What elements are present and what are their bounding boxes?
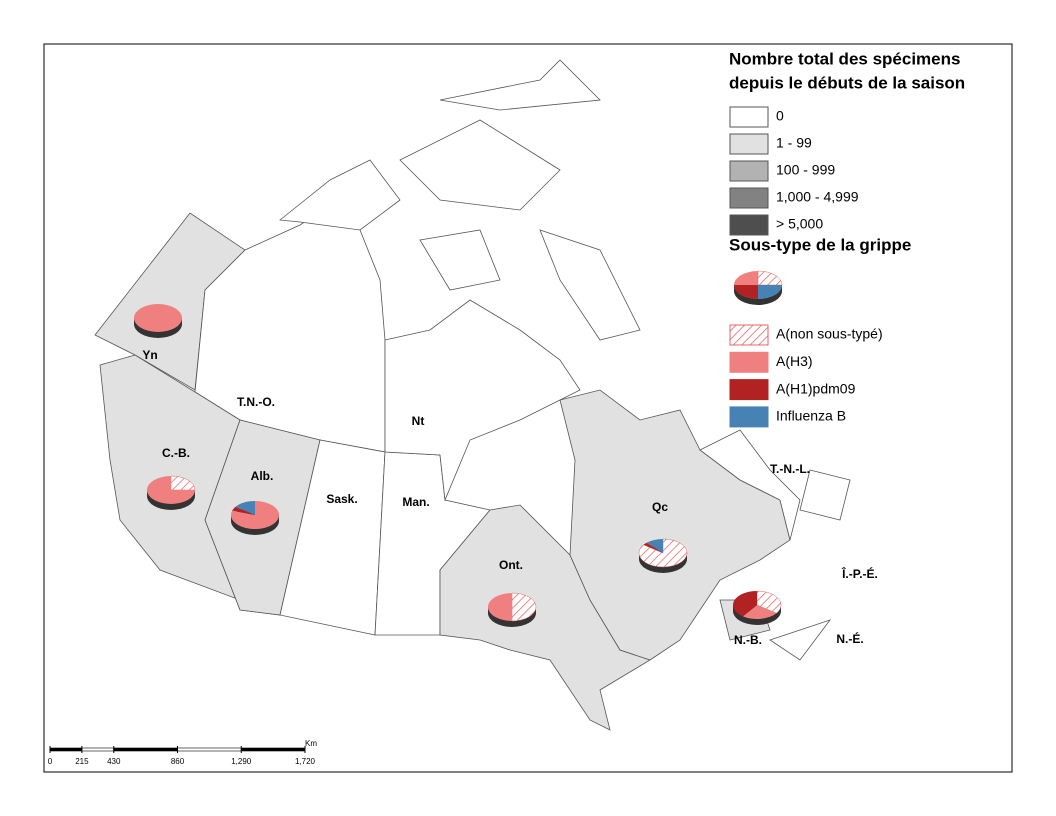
pie-slice (235, 501, 255, 515)
region-label: C.-B. (162, 446, 190, 460)
region-label: Nt (412, 414, 425, 428)
legend-label: 100 - 999 (776, 162, 835, 178)
scale-label: 430 (107, 757, 121, 766)
pie (638, 538, 688, 573)
scale-label: 1,290 (231, 757, 252, 766)
legend-label: Influenza B (776, 408, 846, 424)
region-label: N.-É. (836, 631, 863, 646)
pie-slice (147, 476, 195, 504)
pie (488, 592, 537, 627)
pie-slice (170, 475, 196, 491)
legend-sample-pie (734, 270, 783, 305)
region-label: T.-N.-L. (770, 462, 810, 476)
pie-slice (134, 304, 182, 332)
legend-label: 0 (776, 108, 784, 124)
legend-swatch (729, 351, 769, 373)
region-label: Î.-P.-É. (841, 566, 878, 581)
legend-swatch (729, 187, 769, 209)
pie-slice (638, 538, 688, 568)
legend-label: > 5,000 (776, 216, 823, 232)
pie-slice (756, 590, 782, 614)
scale-label: 215 (75, 757, 89, 766)
region-label: Sask. (326, 492, 357, 506)
scale-label: 1,720 (295, 757, 316, 766)
scale-label: 0 (48, 757, 53, 766)
legend-swatch (729, 160, 769, 182)
scale-segment (240, 747, 306, 752)
pie-slice (742, 605, 777, 619)
pie (230, 501, 280, 535)
provinces (94, 59, 851, 731)
legend-swatch (729, 133, 769, 155)
legend-swatch (729, 379, 769, 401)
region-label: Man. (402, 495, 429, 509)
pie-slice (733, 591, 757, 617)
pie-slice (643, 542, 663, 553)
legend-label: 1 - 99 (776, 135, 812, 151)
pie-slice (511, 592, 537, 622)
legend-label: A(H1)pdm09 (776, 380, 856, 396)
pie (134, 304, 182, 338)
legend-swatch (729, 406, 769, 428)
legend-label: A(H3) (776, 353, 813, 369)
legend-subtitle: Sous-type de la grippe (729, 235, 911, 254)
pie-slice (232, 506, 255, 515)
scale-segment (113, 747, 178, 752)
legend-title: depuis le débuts de la saison (729, 73, 965, 92)
region-label: Ont. (499, 558, 523, 572)
region-label: T.N.-O. (237, 395, 275, 409)
scale-unit: Km (305, 739, 317, 748)
scale-segment (177, 747, 242, 752)
pie-slice (646, 539, 663, 553)
pie (733, 590, 782, 625)
legend-label: 1,000 - 4,999 (776, 189, 859, 205)
pie-slice (488, 593, 512, 621)
pie (147, 475, 196, 510)
region-label: Qc (652, 500, 668, 514)
scale-label: 860 (171, 757, 185, 766)
scale-segment (49, 747, 83, 752)
legend-title: Nombre total des spécimens (729, 49, 960, 68)
legend-swatch (729, 324, 769, 346)
region-label: Alb. (251, 469, 274, 483)
region-label: N.-B. (734, 633, 762, 647)
legend-swatch (729, 214, 769, 236)
region-label: Yn (142, 348, 157, 362)
scale-segment (81, 747, 115, 752)
legend-label: A(non sous-typé) (776, 326, 883, 342)
legend-swatch (729, 106, 769, 128)
